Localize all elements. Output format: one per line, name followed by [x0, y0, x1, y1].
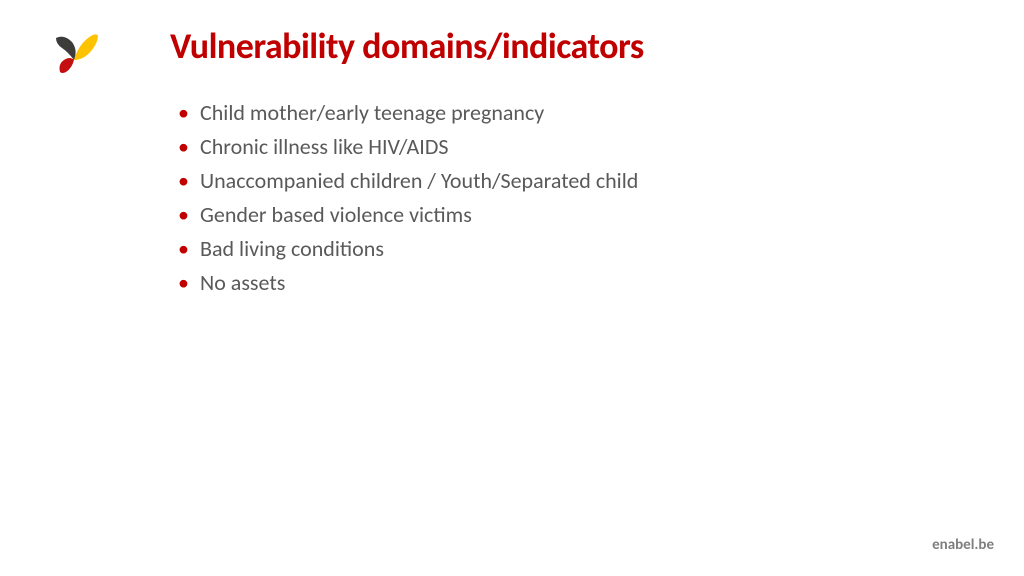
list-item: Bad living conditions	[178, 232, 964, 266]
slide-title: Vulnerability domains/indicators	[170, 24, 964, 68]
list-item: Unaccompanied children / Youth/Separated…	[178, 164, 964, 198]
list-item: No assets	[178, 266, 964, 300]
list-item: Gender based violence victims	[178, 198, 964, 232]
brand-logo-icon	[50, 28, 100, 78]
slide-content: Vulnerability domains/indicators Child m…	[170, 24, 964, 301]
list-item: Chronic illness like HIV/AIDS	[178, 130, 964, 164]
bullet-list: Child mother/early teenage pregnancy Chr…	[170, 96, 964, 301]
footer-brand: enabel.be	[932, 536, 994, 554]
list-item: Child mother/early teenage pregnancy	[178, 96, 964, 130]
